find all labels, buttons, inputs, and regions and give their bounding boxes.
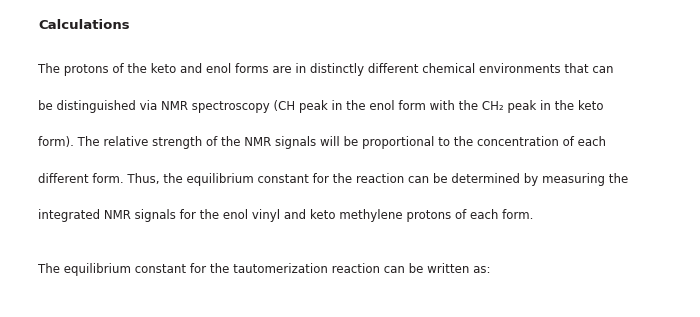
Text: The protons of the keto and enol forms are in distinctly different chemical envi: The protons of the keto and enol forms a… xyxy=(38,63,614,76)
Text: The equilibrium constant for the tautomerization reaction can be written as:: The equilibrium constant for the tautome… xyxy=(38,263,491,276)
Text: form). The relative strength of the NMR signals will be proportional to the conc: form). The relative strength of the NMR … xyxy=(38,136,606,149)
Text: Calculations: Calculations xyxy=(38,19,130,32)
Text: integrated NMR signals for the enol vinyl and keto methylene protons of each for: integrated NMR signals for the enol viny… xyxy=(38,209,534,222)
Text: different form. Thus, the equilibrium constant for the reaction can be determine: different form. Thus, the equilibrium co… xyxy=(38,173,629,186)
Text: be distinguished via NMR spectroscopy (CH peak in the enol form with the CH₂ pea: be distinguished via NMR spectroscopy (C… xyxy=(38,100,604,113)
